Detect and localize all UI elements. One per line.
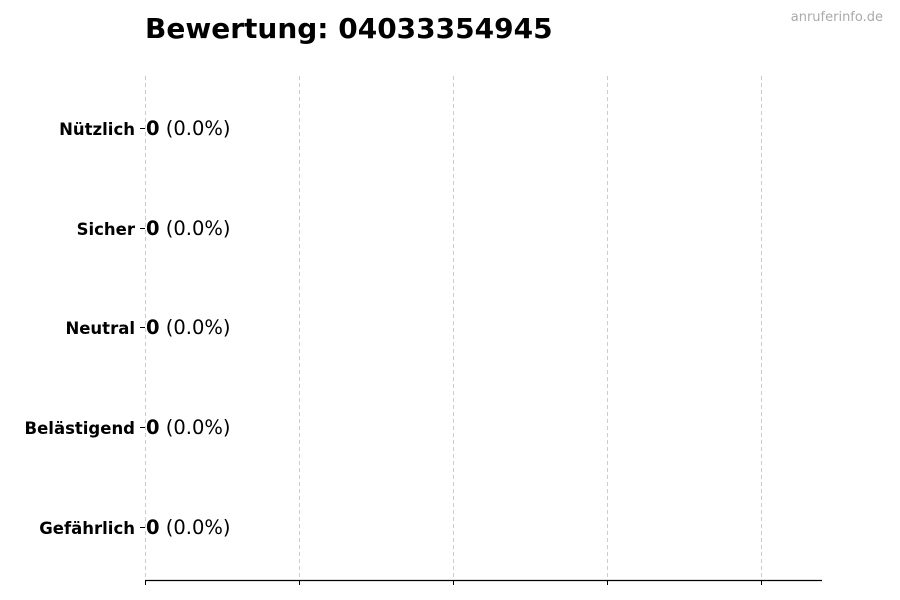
data-label-count: 0 — [146, 217, 160, 240]
watermark: anruferinfo.de — [790, 10, 883, 25]
data-label-percent: (0.0%) — [160, 316, 231, 339]
data-label-percent: (0.0%) — [160, 416, 231, 439]
data-label-percent: (0.0%) — [160, 516, 231, 539]
data-label-count: 0 — [146, 117, 160, 140]
data-label: 0 (0.0%) — [146, 316, 231, 339]
category-label: Sicher — [77, 220, 136, 239]
category-label: Neutral — [65, 319, 135, 338]
data-label-percent: (0.0%) — [160, 117, 231, 140]
data-label: 0 (0.0%) — [146, 516, 231, 539]
data-label-count: 0 — [146, 516, 160, 539]
category-label: Nützlich — [59, 120, 135, 139]
chart-title: Bewertung: 04033354945 — [145, 12, 553, 45]
data-label-count: 0 — [146, 416, 160, 439]
data-label: 0 (0.0%) — [146, 416, 231, 439]
category-label: Gefährlich — [39, 519, 135, 538]
category-label: Belästigend — [25, 419, 135, 438]
data-label-percent: (0.0%) — [160, 217, 231, 240]
data-label-count: 0 — [146, 316, 160, 339]
data-label: 0 (0.0%) — [146, 117, 231, 140]
data-label: 0 (0.0%) — [146, 217, 231, 240]
